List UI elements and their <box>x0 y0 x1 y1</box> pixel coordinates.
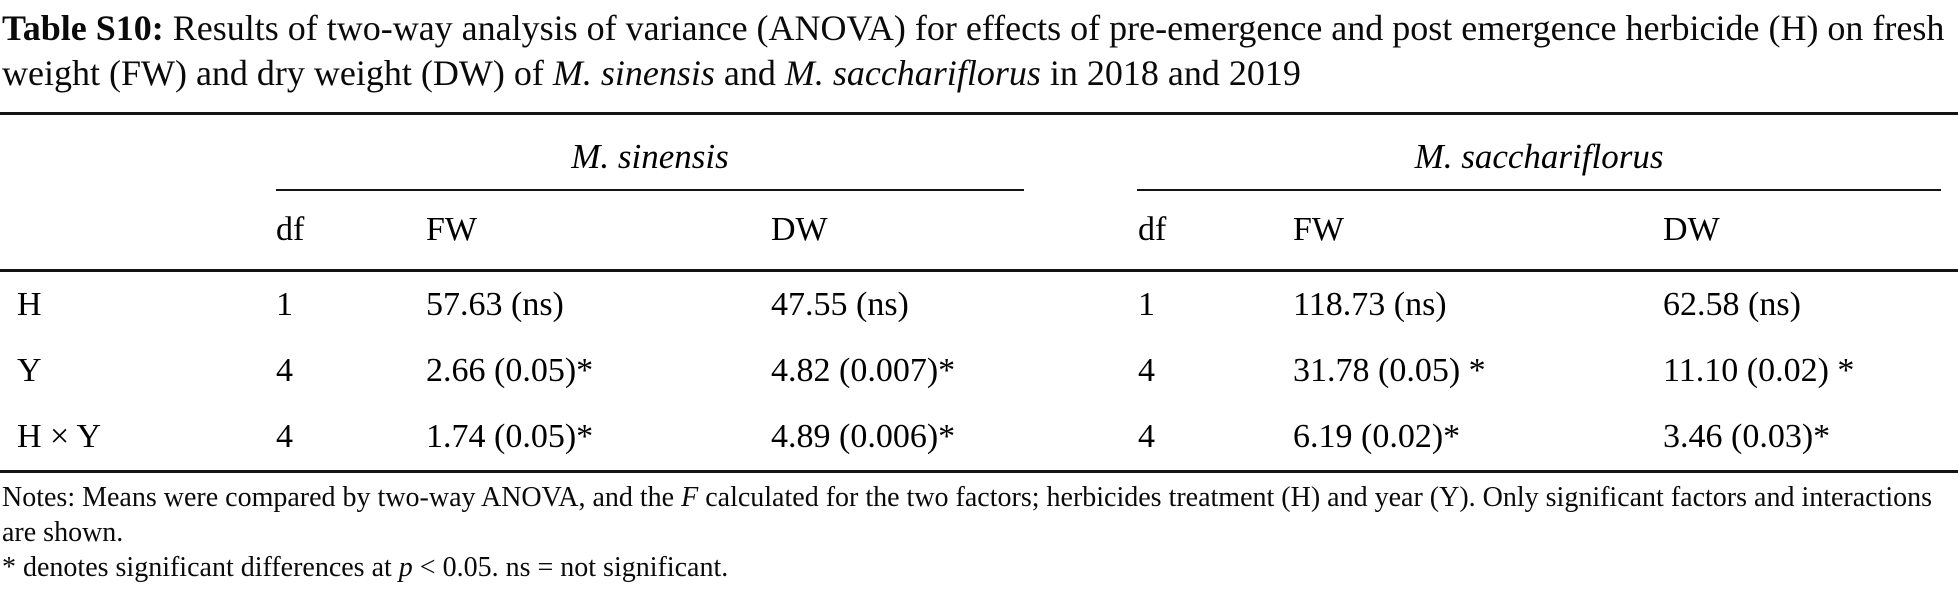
spanner-cell-sinensis: M. sinensis <box>273 114 1135 191</box>
cell-y-sinensis-df: 4 <box>276 352 293 389</box>
header-sacchariflorus-fw: FW <box>1293 211 1345 248</box>
spanner-sacchariflorus: M. sacchariflorus <box>1137 137 1942 191</box>
cell-h-sacchariflorus-fw: 118.73 (ns) <box>1293 286 1447 323</box>
cell-h-sinensis-df: 1 <box>276 286 293 323</box>
species-spanner-row: M. sinensis M. sacchariflorus <box>0 114 1958 192</box>
table-notes: Notes: Means were compared by two-way AN… <box>2 480 1954 585</box>
species-name-sacchariflorus: M. sacchariflorus <box>784 53 1041 93</box>
notes-f-symbol: F <box>681 482 699 513</box>
cell-y-sinensis-dw: 4.82 (0.007)* <box>771 352 956 389</box>
cell-hxy-sacchariflorus-fw: 6.19 (0.02)* <box>1293 418 1461 455</box>
cell-hxy-sacchariflorus-df: 4 <box>1138 418 1156 455</box>
row-label-y: Y <box>17 352 42 389</box>
cell-y-sacchariflorus-dw: 11.10 (0.02) * <box>1663 352 1855 389</box>
cell-hxy-sinensis-df: 4 <box>276 418 293 455</box>
cell-hxy-sinensis-dw: 4.89 (0.006)* <box>771 418 956 455</box>
notes-line2-text-a: * denotes significant differences at <box>2 552 399 583</box>
cell-y-sacchariflorus-df: 4 <box>1138 352 1156 389</box>
cell-y-sinensis-fw: 2.66 (0.05)* <box>426 352 594 389</box>
cell-h-sinensis-fw: 57.63 (ns) <box>426 286 564 323</box>
header-empty-cell <box>0 191 273 271</box>
table-caption-label: Table S10: <box>2 8 164 48</box>
cell-hxy-sinensis-fw: 1.74 (0.05)* <box>426 418 594 455</box>
column-header-row: df FW DW df FW DW <box>0 191 1958 271</box>
table-caption-text-3: in 2018 and 2019 <box>1040 53 1301 93</box>
table-caption: Table S10: Results of two-way analysis o… <box>2 6 1952 96</box>
spanner-empty-cell <box>0 114 273 192</box>
cell-hxy-sacchariflorus-dw: 3.46 (0.03)* <box>1663 418 1831 455</box>
notes-line-2: * denotes significant differences at p <… <box>2 550 1954 585</box>
row-label-hxy: H × Y <box>17 418 102 455</box>
row-label-h: H <box>17 286 42 323</box>
cell-h-sacchariflorus-df: 1 <box>1138 286 1156 323</box>
table-row-y: Y 4 2.66 (0.05)* 4.82 (0.007)* 4 31.78 (… <box>0 338 1958 404</box>
cell-y-sacchariflorus-fw: 31.78 (0.05) * <box>1293 352 1486 389</box>
notes-line-1: Notes: Means were compared by two-way AN… <box>2 480 1954 550</box>
table-row-hxy: H × Y 4 1.74 (0.05)* 4.89 (0.006)* 4 6.1… <box>0 404 1958 472</box>
anova-results-table: M. sinensis M. sacchariflorus df FW DW d… <box>0 112 1958 473</box>
notes-line1-text-a: Notes: Means were compared by two-way AN… <box>2 482 682 513</box>
header-sacchariflorus-dw: DW <box>1663 211 1720 248</box>
table-caption-text-2: and <box>714 53 785 93</box>
spanner-sinensis: M. sinensis <box>276 137 1024 191</box>
header-sinensis-fw: FW <box>426 211 477 248</box>
species-name-sinensis: M. sinensis <box>552 53 715 93</box>
spanner-cell-sacchariflorus: M. sacchariflorus <box>1135 114 1958 191</box>
cell-h-sacchariflorus-dw: 62.58 (ns) <box>1663 286 1801 323</box>
notes-p-symbol: p <box>398 552 413 583</box>
notes-line2-text-b: < 0.05. ns = not significant. <box>412 552 729 583</box>
notes-line1-text-b: calculated for the two factors; herbicid… <box>2 482 1933 548</box>
header-sacchariflorus-df: df <box>1138 211 1167 248</box>
table-row-h: H 1 57.63 (ns) 47.55 (ns) 1 118.73 (ns) … <box>0 271 1958 339</box>
table-caption-text-1: Results of two-way analysis of variance … <box>2 8 1945 93</box>
header-sinensis-df: df <box>276 211 305 248</box>
cell-h-sinensis-dw: 47.55 (ns) <box>771 286 909 323</box>
header-sinensis-dw: DW <box>771 211 828 248</box>
